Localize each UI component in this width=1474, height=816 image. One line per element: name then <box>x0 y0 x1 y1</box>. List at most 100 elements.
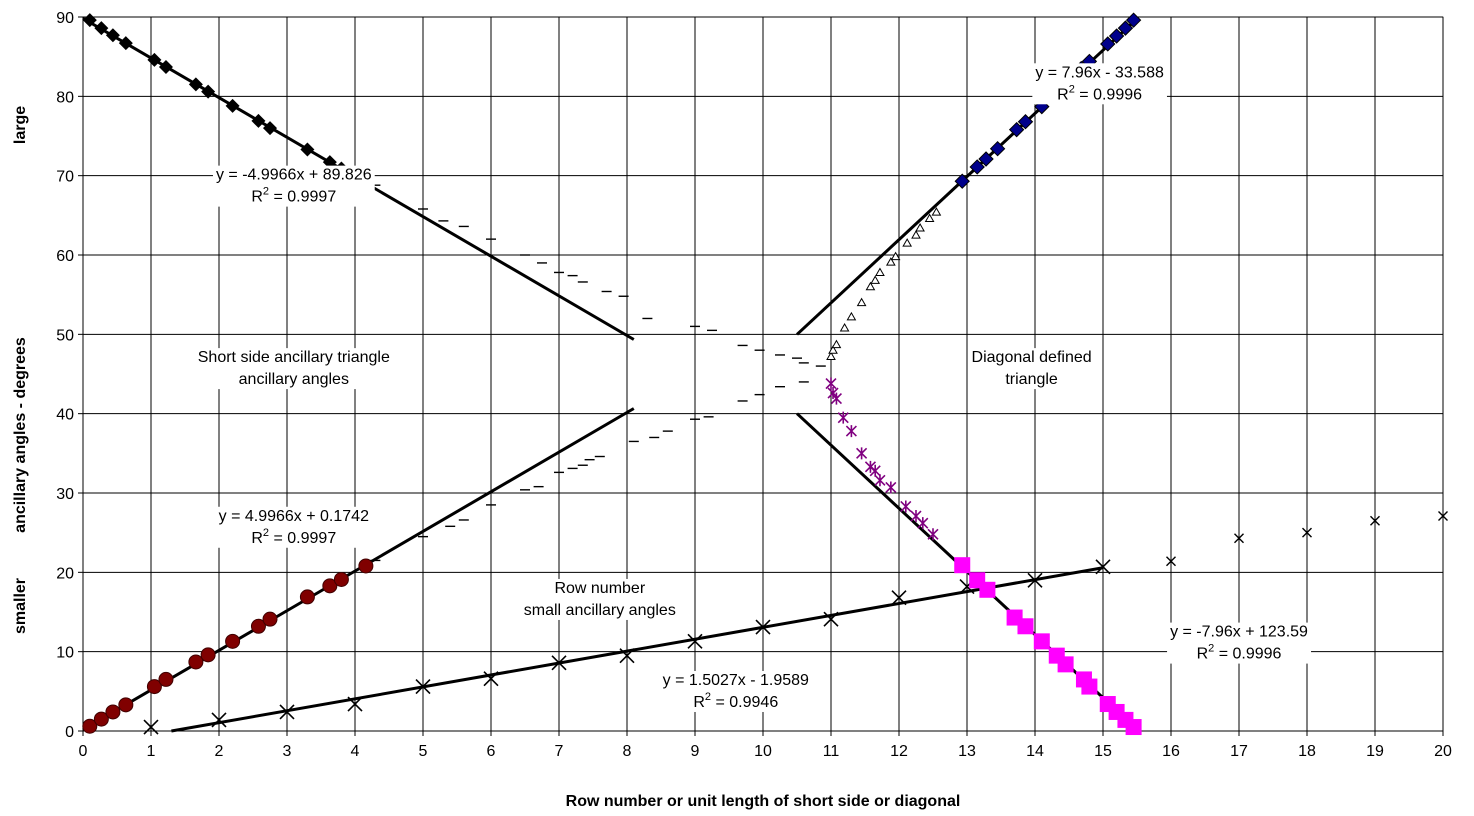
star-point <box>927 528 939 541</box>
trendline <box>82 407 635 731</box>
y-axis-title-smaller: smaller <box>12 578 29 634</box>
star-point <box>869 464 881 477</box>
annotation-background <box>520 578 679 620</box>
triangle-point <box>846 311 857 321</box>
blue-diamond-point <box>969 159 985 175</box>
star-point <box>900 500 912 513</box>
star-point <box>837 411 849 424</box>
diamond-point <box>105 28 120 43</box>
annotation-lbl1: Short side ancillary triangle ancillary a… <box>198 349 390 388</box>
triangle-point <box>911 230 921 239</box>
x-tick-label: 0 <box>79 743 88 760</box>
square-point <box>1017 618 1034 635</box>
y-tick-label: 20 <box>56 565 74 582</box>
circle-point <box>158 671 174 687</box>
x-tick-label: 11 <box>823 743 840 760</box>
square-point <box>1125 719 1142 736</box>
diamond-point <box>118 36 133 51</box>
star-point <box>885 481 897 494</box>
annotation-line: small ancillary angles <box>524 602 676 619</box>
star-point <box>856 447 868 460</box>
diamond-point <box>158 59 173 74</box>
blue-diamond-point <box>1125 12 1142 28</box>
blue-diamond-point <box>1008 121 1025 138</box>
annotation-line: ancillary angles <box>239 371 349 388</box>
x-axis-title: Row number or unit length of short side … <box>566 793 961 810</box>
diamond-point <box>263 121 277 136</box>
cross-point <box>415 679 431 695</box>
triangle-point <box>902 238 913 247</box>
y-axis-title: ancillary angles - degrees <box>12 337 29 533</box>
small-x-point <box>1302 527 1312 538</box>
cross-point <box>347 696 363 712</box>
x-tick-label: 19 <box>1366 743 1384 760</box>
square-point <box>954 557 971 574</box>
triangle-point <box>890 251 901 261</box>
x-tick-label: 17 <box>1230 743 1248 760</box>
blue-diamond-point <box>1117 20 1134 36</box>
cross-point <box>891 590 907 606</box>
x-tick-label: 16 <box>1162 743 1180 760</box>
cross-point <box>279 704 295 720</box>
diamond-point <box>225 98 240 113</box>
y-tick-label: 90 <box>56 10 74 27</box>
x-tick-label: 15 <box>1094 743 1112 760</box>
annotation-line: y = 7.96x - 33.588 <box>1035 64 1164 81</box>
annotation-line: R2 = 0.9946 <box>693 691 778 711</box>
annotation-lbl2: Row number small ancillary angles <box>524 580 676 619</box>
annotation-line: R2 = 0.9997 <box>251 527 336 547</box>
x-tick-label: 2 <box>215 743 224 760</box>
small-x-point <box>1370 515 1380 526</box>
blue-diamond-point <box>1100 36 1116 52</box>
circle-point <box>262 611 278 627</box>
small-x-point <box>1234 533 1244 544</box>
annotation-line: y = -4.9966x + 89.826 <box>216 167 372 184</box>
annotation-line: Row number <box>554 580 645 597</box>
star-point <box>845 425 857 438</box>
star-point <box>830 392 843 405</box>
x-tick-label: 10 <box>754 743 772 760</box>
cross-point <box>755 619 771 635</box>
cross-point <box>551 655 567 671</box>
annotation-line: y = 1.5027x - 1.9589 <box>663 672 809 689</box>
square-point <box>1081 678 1098 695</box>
small-x-point <box>1438 511 1448 522</box>
triangle-point <box>826 351 836 361</box>
blue-diamond-point <box>978 151 994 167</box>
square-point <box>1057 656 1074 673</box>
annotation-background <box>1032 63 1167 105</box>
circle-point <box>333 571 349 587</box>
annotation-background <box>659 670 813 712</box>
triangle-point <box>924 213 935 223</box>
cross-point <box>687 633 703 649</box>
circle-point <box>250 618 266 634</box>
annotation-background <box>212 165 375 207</box>
annotation-line: R2 = 0.9996 <box>1197 643 1282 663</box>
annotation-line: Short side ancillary triangle <box>198 349 390 366</box>
y-tick-label: 0 <box>65 724 74 741</box>
triangle-point <box>865 281 876 291</box>
annotation-background <box>968 348 1095 390</box>
annotation-line: y = -7.96x + 123.59 <box>1170 624 1308 641</box>
triangle-point <box>870 275 881 284</box>
triangle-point <box>831 339 842 349</box>
annotation-background <box>194 348 393 390</box>
triangle-point <box>828 345 838 354</box>
triangle-point <box>839 322 850 332</box>
y-tick-label: 40 <box>56 407 74 424</box>
annotation-line: R2 = 0.9997 <box>251 186 336 206</box>
y-tick-label: 30 <box>56 486 74 503</box>
diamond-point <box>94 21 109 36</box>
small-x-point <box>1166 556 1176 567</box>
blue-diamond-point <box>1108 28 1125 44</box>
annotation-eq1: y = -4.9966x + 89.826 R2 = 0.9997 <box>216 167 372 206</box>
annotation-background <box>1167 622 1312 664</box>
circle-point <box>322 578 338 594</box>
cross-point <box>483 671 499 687</box>
circle-point <box>105 704 121 720</box>
annotation-eq4: y = 7.96x - 33.588 R2 = 0.9996 <box>1035 64 1164 103</box>
diamond-point <box>147 52 162 67</box>
square-point <box>979 581 996 598</box>
